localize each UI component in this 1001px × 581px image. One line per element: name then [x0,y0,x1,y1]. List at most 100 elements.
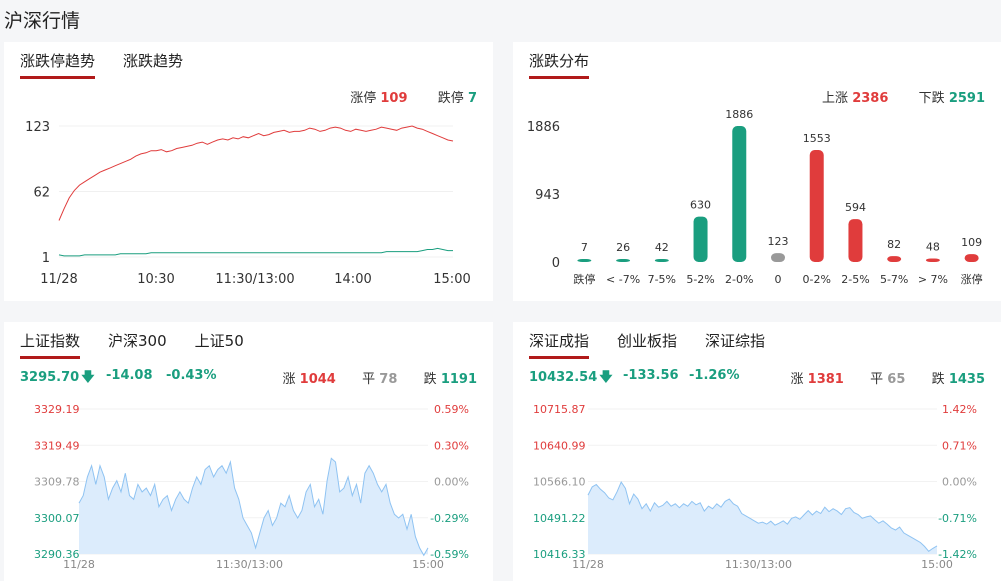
tab-sz-component[interactable]: 深证成指 [529,330,590,359]
sz-index-panel: 深证成指 创业板指 深证综指 10432.54 🡇 -133.56 -1.26% … [513,322,1001,581]
data-label: 48 [926,241,940,254]
bar [887,256,902,262]
bar [616,259,631,262]
sh-up-value: 1044 [299,372,336,387]
x-tick-label: 7-5% [648,273,676,286]
data-label: 42 [655,241,669,254]
x-tick-label: > 7% [918,273,948,286]
y-tick-label-right: 0.71% [942,439,977,452]
bar [693,216,708,262]
data-label: 82 [887,238,901,251]
sz-price-wrap: 10432.54 🡇 [529,368,613,390]
y-tick-label: 1 [42,251,50,266]
sz-breadth: 涨 1381 平 65 跌 1435 [791,368,986,387]
y-tick-label-right: -1.42% [938,548,977,561]
sh-up-label: 涨 [282,372,296,387]
sz-up-value: 1381 [807,372,844,387]
y-tick-label-left: 3329.19 [34,403,80,416]
limit-trend-tabs: 涨跌停趋势 涨跌趋势 [20,50,211,79]
up-count-value: 2386 [852,91,889,106]
down-count-value: 2591 [948,91,985,106]
sz-quote-row: 10432.54 🡇 -133.56 -1.26% 涨 1381 平 65 跌 1… [529,368,985,388]
x-tick-label: 14:00 [334,272,371,287]
x-tick-label: 2-0% [725,273,753,286]
tab-sse50[interactable]: 上证50 [194,332,244,350]
y-tick-label-right: 0.00% [942,476,977,489]
data-label: 7 [581,241,588,254]
y-tick-label-left: 10416.33 [533,548,586,561]
data-label: 1553 [803,132,831,145]
x-tick-label: 2-5% [841,273,869,286]
x-tick-label: < -7% [606,273,640,286]
x-tick-label: 0-2% [803,273,831,286]
limit-trend-legend: 涨停 109 跌停 7 [350,87,477,106]
x-tick-label: 5-7% [880,273,908,286]
y-tick-label-right: -0.29% [430,512,469,525]
sh-quote-row: 3295.70 🡇 -14.08 -0.43% 涨 1044 平 78 跌 119… [20,368,477,388]
data-label: 109 [961,236,982,249]
sh-index-chart: 3329.19 0.59% 3319.49 0.30% 3309.78 0.00% 3300… [34,403,469,571]
data-label: 1886 [725,108,753,121]
bar [925,258,940,262]
y-tick-label-right: -0.71% [938,512,977,525]
sz-down-value: 1435 [948,372,985,387]
distribution-legend: 上涨 2386 下跌 2591 [822,87,985,106]
x-tick-label: 11/28 [572,558,604,571]
y-tick-label-left: 10640.99 [533,439,586,452]
distribution-chart: 1886 943 0 7 跌停 26 < -7% 42 7-5% 630 5-2% 1886 2-0% 1… [527,108,983,286]
bar [577,259,592,262]
sz-index-chart: 10715.87 1.42% 10640.99 0.71% 10566.10 0.00% 1… [533,403,977,571]
sz-flat-label: 平 [870,372,884,387]
y-tick-label-left: 3309.78 [34,476,80,489]
tab-limit-trend[interactable]: 涨跌停趋势 [20,50,96,79]
sh-change-pct: -0.43% [166,368,217,383]
y-tick-label-right: 1.42% [942,403,977,416]
data-label: 26 [616,241,630,254]
price-area [588,482,937,554]
tab-distribution[interactable]: 涨跌分布 [529,50,590,79]
limit-trend-panel: 涨跌停趋势 涨跌趋势 涨停 109 跌停 7 123 62 1 11/28 10:30 1… [4,42,493,301]
series-line-limit-down [58,247,453,257]
tab-rise-fall-trend[interactable]: 涨跌趋势 [123,52,184,70]
data-label: 630 [690,199,711,212]
x-tick-label: 15:00 [433,272,470,287]
x-tick-label: 15:00 [412,558,444,571]
y-tick-label-left: 10715.87 [533,403,586,416]
tab-sh-composite[interactable]: 上证指数 [20,330,81,359]
limit-down-label: 跌停 [437,91,464,106]
price-line [78,457,429,557]
distribution-tabs: 涨跌分布 [529,50,617,79]
sh-breadth: 涨 1044 平 78 跌 1191 [283,368,478,387]
x-tick-label: 11:30/13:00 [215,272,294,287]
bar [809,150,824,262]
y-tick-label-right: 0.30% [434,439,469,452]
y-tick-label-left: 3300.07 [34,512,80,525]
limit-trend-chart: 123 62 1 11/28 10:30 11:30/13:00 14:00 15:00 [25,120,471,287]
sz-change: -133.56 [623,368,679,383]
arrow-down-icon: 🡇 [81,370,95,385]
y-tick-label-left: 3319.49 [34,439,80,452]
price-area [79,458,428,556]
sh-down-value: 1191 [440,372,477,387]
sz-change-pct: -1.26% [689,368,740,383]
x-tick-label: 11/28 [40,272,77,287]
tab-chinext[interactable]: 创业板指 [617,332,678,350]
sh-index-tabs: 上证指数 沪深300 上证50 [20,330,272,359]
tab-sz-composite[interactable]: 深证综指 [705,332,766,350]
sh-flat-label: 平 [362,372,376,387]
down-count-label: 下跌 [918,91,945,106]
sz-price: 10432.54 [529,370,598,385]
x-tick-label: 0 [775,273,782,286]
data-label: 594 [845,201,866,214]
sh-down-label: 跌 [423,372,437,387]
x-tick-label: 跌停 [573,272,595,286]
y-tick-label-left: 10566.10 [533,476,586,489]
x-tick-label: 11/28 [63,558,95,571]
x-tick-label: 10:30 [137,272,174,287]
limit-down-value: 7 [467,91,477,106]
tab-csi300[interactable]: 沪深300 [108,332,167,350]
y-tick-label: 123 [25,120,50,135]
x-tick-label: 11:30/13:00 [216,558,283,571]
y-tick-label: 0 [552,256,560,271]
